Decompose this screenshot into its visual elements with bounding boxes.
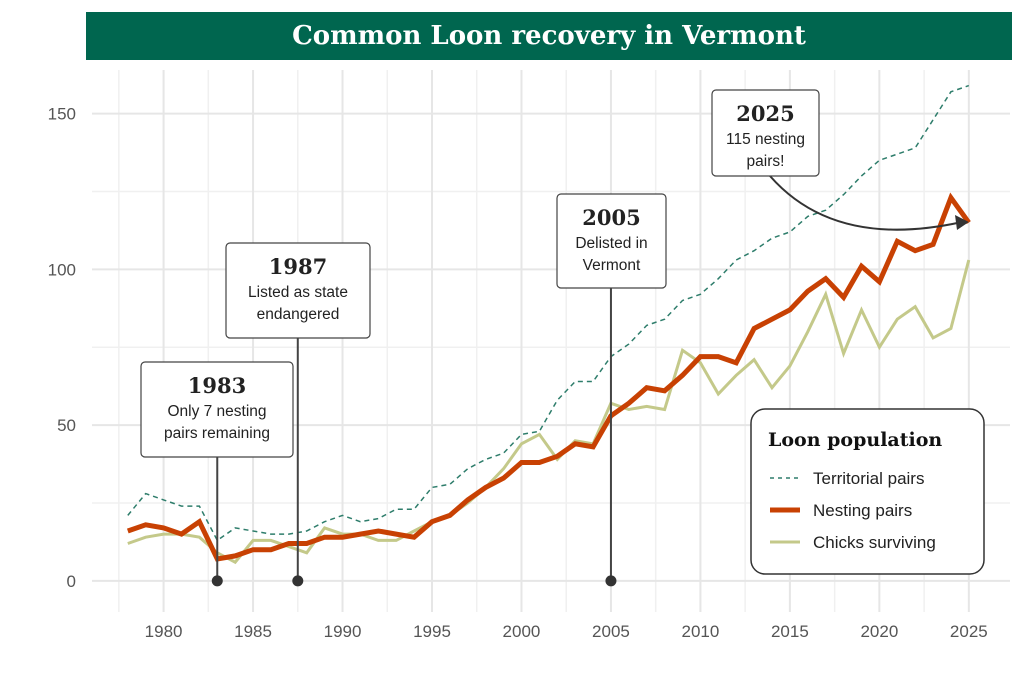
- annotation-box: [711, 89, 820, 177]
- annotation-text: 115 nesting: [726, 131, 805, 148]
- annotation-2005: 2005 Delisted in Vermont: [556, 193, 667, 587]
- annotation-text: endangered: [257, 306, 340, 323]
- annotation-text: pairs remaining: [164, 425, 270, 442]
- annotation-dot: [605, 575, 617, 587]
- annotation-text: pairs!: [747, 153, 785, 170]
- annotation-year: 1983: [188, 373, 246, 398]
- annotation-box: [556, 193, 667, 289]
- legend-label: Nesting pairs: [813, 501, 912, 520]
- annotation-2025: 2025 115 nesting pairs!: [711, 89, 969, 231]
- x-tick-label: 1980: [145, 622, 183, 641]
- chart-title: Common Loon recovery in Vermont: [292, 21, 806, 51]
- x-tick-label: 2010: [682, 622, 720, 641]
- legend-box: [750, 408, 985, 575]
- legend-title: Loon population: [768, 429, 942, 451]
- annotation-box: [140, 361, 294, 458]
- annotation-1983: 1983 Only 7 nesting pairs remaining: [140, 361, 294, 587]
- legend-label: Territorial pairs: [813, 469, 924, 488]
- y-tick-label: 150: [48, 105, 76, 124]
- annotation-text: Only 7 nesting: [167, 403, 266, 420]
- annotation-text: Vermont: [583, 257, 641, 274]
- x-tick-label: 2005: [592, 622, 630, 641]
- x-tick-label: 1985: [234, 622, 272, 641]
- legend: Loon population Territorial pairs Nesting …: [750, 408, 985, 575]
- series-line-chicks-surviving: [127, 259, 971, 565]
- x-tick-label: 1995: [413, 622, 451, 641]
- y-tick-label: 0: [67, 572, 76, 591]
- annotation-arrow: [769, 175, 963, 231]
- y-tick-label: 50: [57, 416, 76, 435]
- x-tick-label: 2015: [771, 622, 809, 641]
- annotation-year: 1987: [269, 254, 327, 279]
- y-tick-label: 100: [48, 260, 76, 279]
- title-bar: Common Loon recovery in Vermont: [86, 12, 1012, 60]
- annotation-year: 2005: [582, 205, 640, 230]
- x-tick-label: 2000: [503, 622, 541, 641]
- annotation-year: 2025: [736, 101, 794, 126]
- x-tick-label: 2020: [860, 622, 898, 641]
- annotation-text: Delisted in: [575, 235, 647, 252]
- legend-label: Chicks surviving: [813, 533, 936, 552]
- x-tick-label: 2025: [950, 622, 988, 641]
- x-tick-label: 1990: [324, 622, 362, 641]
- annotation-text: Listed as state: [248, 284, 348, 301]
- series-line-nesting-pairs: [126, 192, 971, 562]
- annotation-dot: [292, 575, 304, 587]
- arrowhead-icon: [955, 215, 969, 230]
- annotation-box: [225, 242, 371, 339]
- annotation-dot: [211, 575, 223, 587]
- annotation-1987: 1987 Listed as state endangered: [225, 242, 371, 587]
